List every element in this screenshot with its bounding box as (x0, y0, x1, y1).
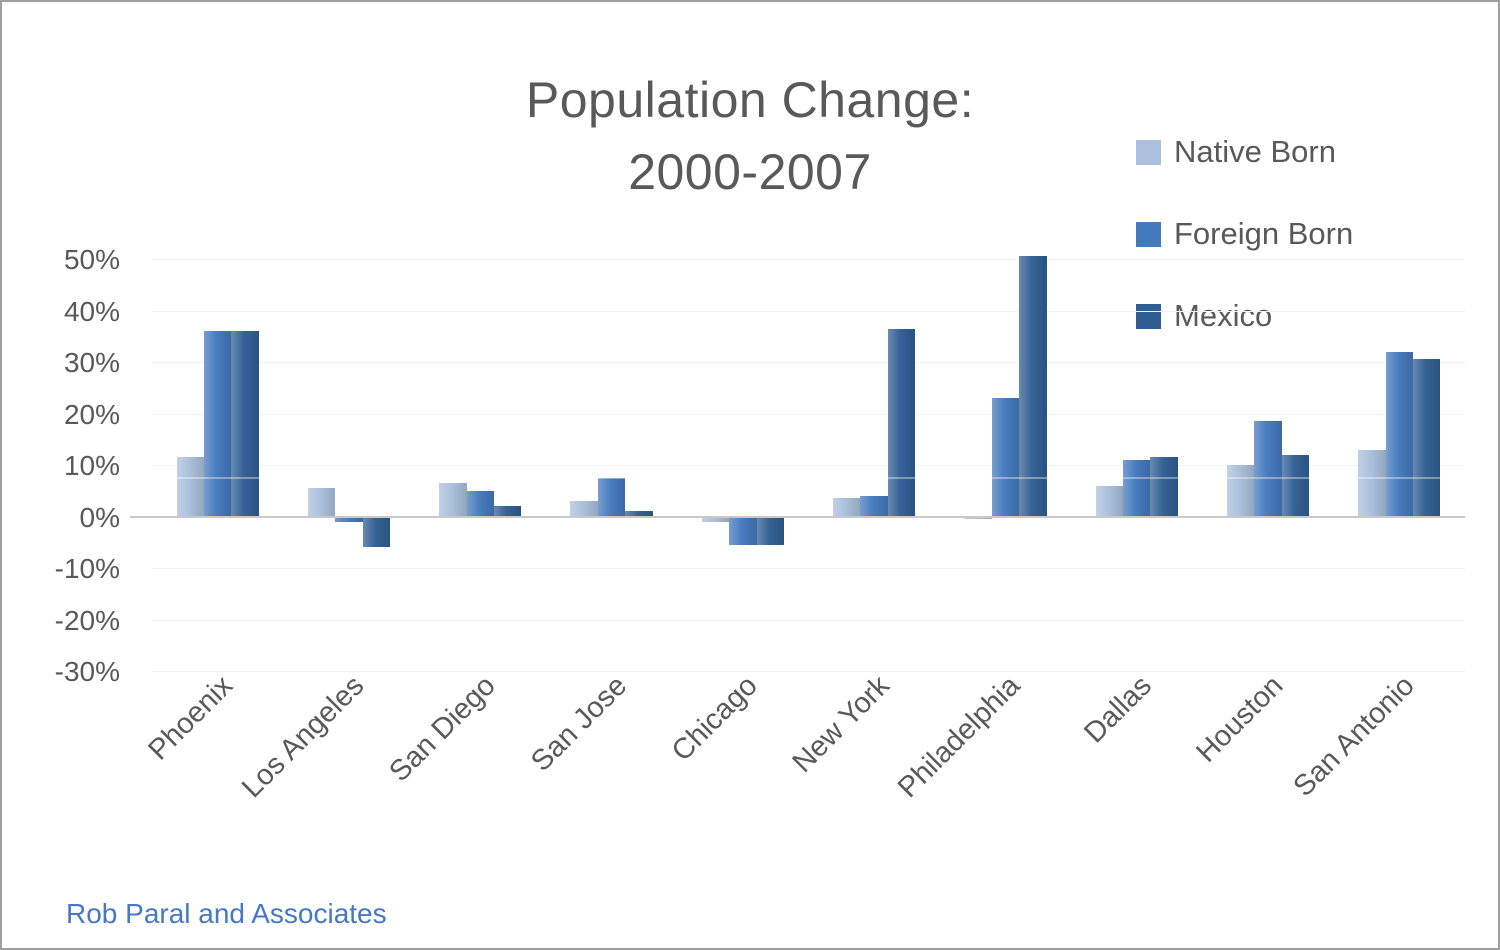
bar-mexico-dallas (1150, 457, 1178, 517)
legend-swatch-foreign-born (1136, 221, 1161, 247)
bar-mexico-phoenix (231, 331, 259, 517)
chart-title-line2: 2000-2007 (628, 144, 872, 200)
x-axis-line (130, 515, 1465, 518)
bar-foreign-born-phoenix (203, 331, 232, 517)
x-label-chicago: Chicago (666, 669, 765, 768)
gridline-50 (152, 259, 1465, 260)
bar-foreign-born-san-antonio (1385, 351, 1414, 517)
x-label-dallas: Dallas (1078, 669, 1159, 750)
x-label-san-jose: San Jose (524, 669, 633, 778)
bar-native-born-san-antonio (1358, 449, 1386, 517)
gridline-10 (152, 465, 1465, 466)
bar-native-born-san-jose (570, 501, 598, 517)
x-label-philadelphia: Philadelphia (892, 669, 1027, 805)
y-tick-label-50: 50% (63, 244, 120, 275)
bar-native-born-san-diego (439, 483, 467, 517)
gridline-20 (152, 413, 1465, 415)
y-tick-label-30: 30% (63, 347, 120, 378)
gridline-highlight (152, 477, 1465, 479)
legend-label: Mexico (1174, 298, 1273, 333)
gridline--30 (152, 671, 1465, 672)
attribution-text: Rob Paral and Associates (66, 898, 387, 929)
gridline-40 (152, 310, 1465, 312)
bar-foreign-born-los-angeles (335, 516, 363, 522)
bar-mexico-houston (1281, 454, 1310, 517)
legend-label: Foreign Born (1174, 216, 1354, 251)
bar-foreign-born-chicago (729, 516, 757, 545)
bar-native-born-houston (1226, 465, 1255, 517)
bar-mexico-philadelphia (1019, 256, 1047, 517)
gridline--10 (152, 568, 1465, 569)
bar-native-born-chicago (701, 516, 730, 522)
bar-foreign-born-houston (1254, 421, 1282, 517)
bar-foreign-born-philadelphia (991, 398, 1020, 517)
bar-foreign-born-san-jose (597, 477, 626, 517)
legend-item-mexico: Mexico (1136, 298, 1353, 334)
bar-mexico-san-antonio (1413, 359, 1441, 517)
x-label-los-angeles: Los Angeles (235, 669, 371, 805)
bar-native-born-philadelphia (964, 516, 992, 520)
y-tick-label--10: -10% (54, 553, 120, 584)
chart-title: Population Change: 2000-2007 (2, 64, 1498, 208)
bar-mexico-san-diego (493, 506, 522, 517)
bar-mexico-new-york (887, 328, 916, 517)
legend-swatch-mexico (1136, 303, 1161, 329)
chart-title-line1: Population Change: (525, 72, 975, 128)
y-tick-label-40: 40% (63, 295, 120, 327)
x-label-new-york: New York (786, 669, 896, 779)
bar-foreign-born-san-diego (466, 490, 494, 517)
bar-foreign-born-dallas (1123, 459, 1151, 517)
y-tick-label-20: 20% (63, 398, 120, 430)
x-label-san-antonio: San Antonio (1287, 669, 1421, 803)
bar-mexico-los-angeles (362, 516, 391, 548)
y-tick-label--30: -30% (54, 656, 120, 687)
y-tick-label-10: 10% (63, 450, 120, 481)
bar-mexico-san-jose (625, 511, 653, 517)
x-label-san-diego: San Diego (383, 669, 502, 789)
legend-label: Native Born (1174, 134, 1336, 169)
y-tick-label--20: -20% (54, 604, 120, 636)
gridline-30 (152, 362, 1465, 363)
legend-swatch-native-born (1136, 139, 1161, 165)
bar-mexico-chicago (756, 516, 784, 545)
x-label-phoenix: Phoenix (142, 669, 239, 767)
y-tick-label-0: 0% (79, 501, 120, 533)
legend: Native Born Foreign Born Mexico (1136, 134, 1353, 334)
legend-item-foreign-born: Foreign Born (1136, 216, 1353, 252)
x-label-houston: Houston (1190, 669, 1290, 769)
gridline--20 (152, 619, 1465, 621)
legend-item-native-born: Native Born (1136, 134, 1353, 170)
bar-native-born-dallas (1095, 485, 1124, 517)
plot-area (130, 256, 1465, 672)
bar-foreign-born-new-york (860, 495, 888, 517)
bar-native-born-new-york (833, 498, 861, 517)
bar-native-born-los-angeles (307, 488, 336, 517)
bar-native-born-phoenix (176, 457, 204, 517)
